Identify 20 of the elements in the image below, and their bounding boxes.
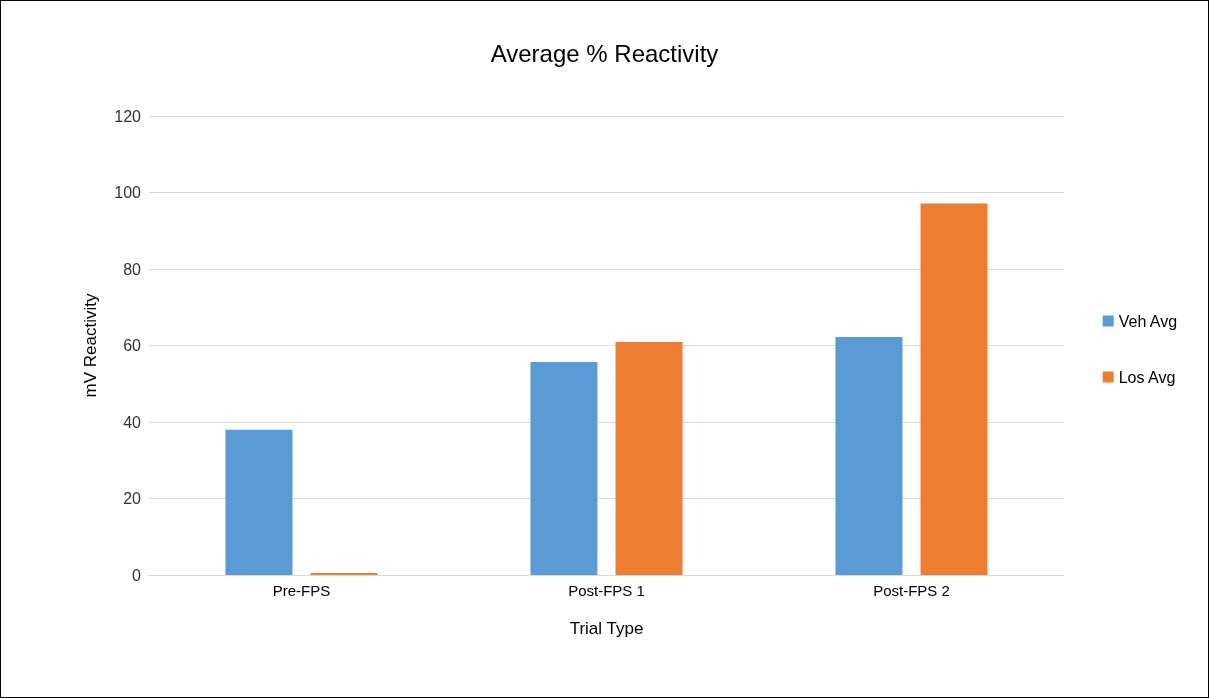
chart-title: Average % Reactivity [490, 39, 719, 67]
bar [225, 429, 293, 575]
bar [835, 337, 903, 575]
x-axis-title: Trial Type [569, 619, 644, 638]
y-tick-label: 40 [123, 413, 142, 431]
y-tick-label: 80 [123, 260, 142, 278]
y-tick-label: 120 [114, 107, 142, 125]
y-tick-label: 100 [114, 184, 142, 201]
y-tick-label: 60 [123, 337, 142, 354]
legend-label: Los Avg [1118, 368, 1176, 386]
bar [615, 342, 683, 575]
legend-label: Veh Avg [1118, 312, 1178, 330]
y-axis-title: mV Reactivity [81, 293, 100, 398]
bar [530, 361, 598, 575]
x-tick-label: Post-FPS 1 [568, 582, 645, 599]
x-tick-label: Post-FPS 2 [873, 582, 950, 599]
y-tick-label: 20 [123, 490, 142, 507]
bar [920, 203, 988, 575]
x-tick-label: Pre-FPS [272, 582, 331, 599]
y-tick-label: 0 [132, 566, 142, 584]
